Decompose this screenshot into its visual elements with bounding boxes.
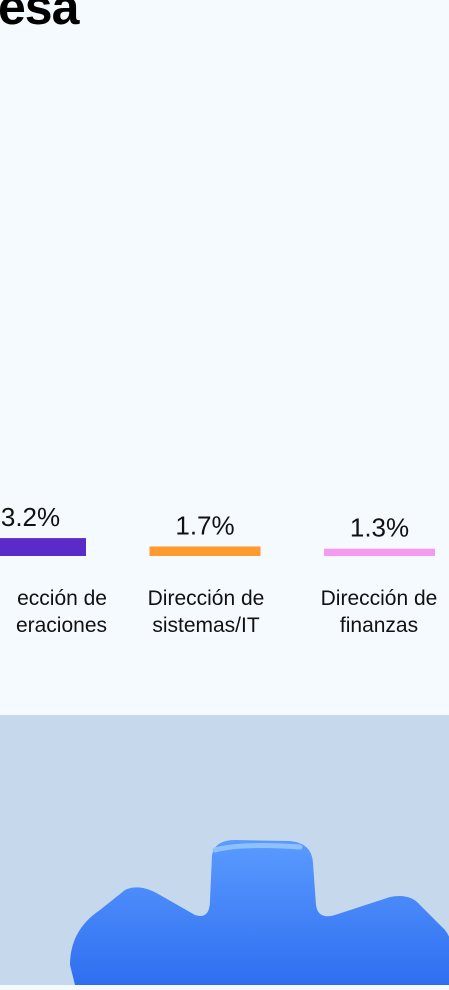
value-label: 3.2% bbox=[1, 502, 60, 532]
decoration-panel bbox=[0, 715, 449, 985]
category-label: Dirección de sistemas/IT bbox=[126, 585, 286, 639]
category-label: Dirección de finanzas bbox=[308, 585, 449, 639]
bar bbox=[150, 546, 261, 556]
value-label: 1.3% bbox=[350, 513, 409, 543]
bar bbox=[324, 549, 435, 556]
value-label: 1.7% bbox=[175, 510, 234, 540]
category-label: ección de eraciones bbox=[0, 585, 107, 639]
chart: 3.2% 1.7% 1.3% bbox=[0, 0, 449, 600]
bar bbox=[0, 538, 86, 556]
gear bbox=[70, 840, 449, 985]
page: esa 3.2%1.7%1.3% ección de eracionesDire… bbox=[0, 0, 449, 985]
gear-illustration bbox=[0, 715, 449, 985]
